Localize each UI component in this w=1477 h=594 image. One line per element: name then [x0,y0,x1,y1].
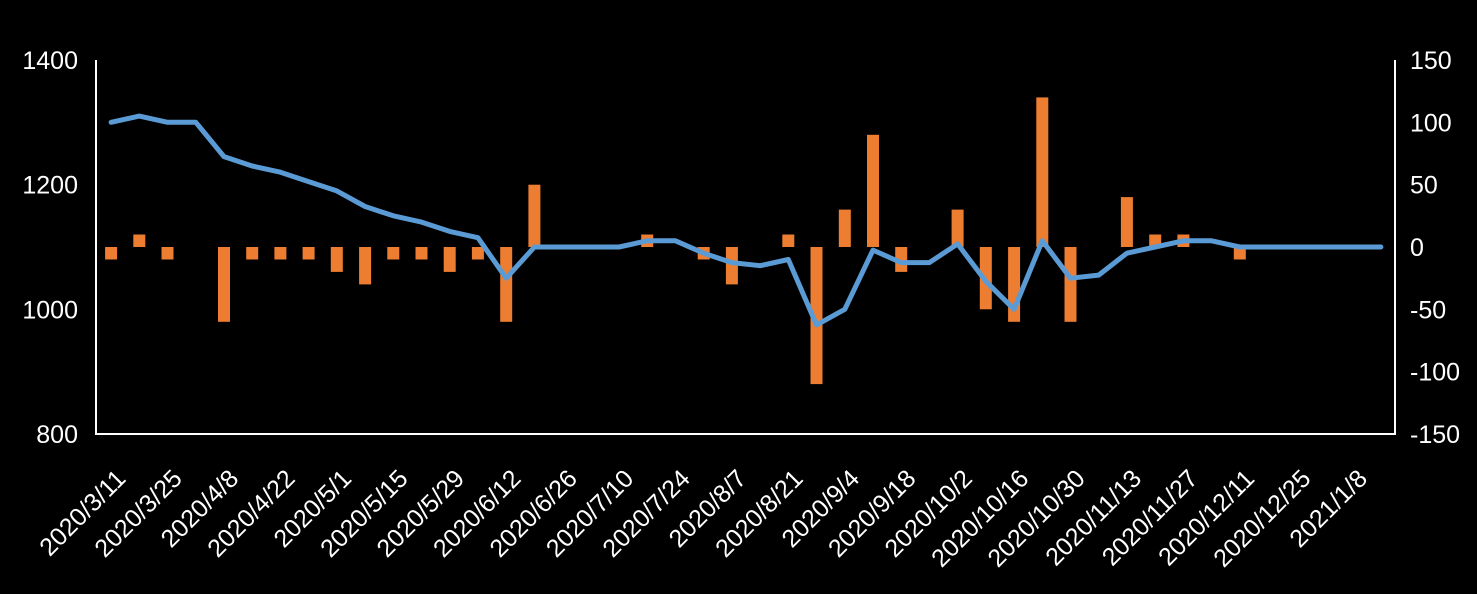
left-axis-tick-label: 1200 [22,172,78,200]
change-bar [443,247,456,272]
change-bar [387,247,400,260]
index-line-series [108,113,1384,328]
change-bar [528,184,541,247]
change-bar [895,247,908,272]
change-bar [838,209,851,247]
change-bar [218,247,230,322]
right-axis-tick-label: 100 [1410,109,1452,137]
x-axis-labels: 2020/3/112020/3/252020/4/82020/4/222020/… [34,464,1373,572]
change-bar [246,247,259,260]
change-bar [1064,247,1077,322]
change-bar [500,247,513,322]
change-bar [415,247,428,260]
change-bar [133,234,146,247]
change-bar [725,247,738,285]
bars-layer [105,97,1246,385]
change-bar [951,209,964,247]
change-bar [105,247,118,260]
change-bar [1120,197,1133,247]
change-bar [359,247,372,285]
left-axis-tick-label: 1400 [22,47,78,75]
change-bar [330,247,343,272]
right-axis-tick-label: -150 [1410,421,1460,449]
right-axis-tick-label: 0 [1410,234,1424,262]
change-bar [1233,247,1246,260]
left-axis-tick-label: 800 [36,421,78,449]
left-axis-labels: 1400 1200 1000 800 [22,47,78,449]
right-axis-tick-label: 50 [1410,172,1438,200]
right-axis-tick-label: 150 [1410,47,1452,75]
left-axis-tick-label: 1000 [22,296,78,324]
change-bar [782,234,795,247]
right-axis-labels: 150 100 50 0 -50 -100 -150 [1410,47,1460,449]
change-bar [867,134,879,247]
right-axis-tick-label: -100 [1410,359,1460,387]
change-bar [302,247,315,260]
right-axis-tick-label: -50 [1410,296,1446,324]
change-bar [1036,97,1049,248]
change-bar [810,247,823,385]
change-bar [161,247,174,260]
change-bar [471,247,484,260]
change-bar [274,247,287,260]
